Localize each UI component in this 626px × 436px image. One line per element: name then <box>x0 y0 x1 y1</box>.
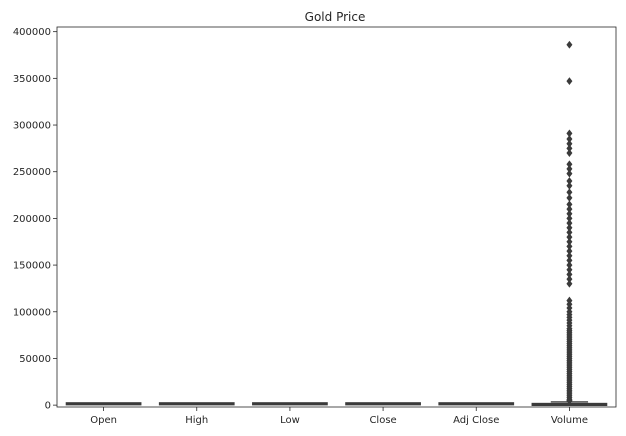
outlier-point <box>566 149 573 157</box>
box-low <box>252 402 328 406</box>
outlier-point <box>566 129 573 138</box>
outlier-point <box>566 135 573 143</box>
box-adj-close <box>438 402 515 406</box>
x-tick-label: Close <box>369 415 396 426</box>
outlier-point <box>566 265 573 274</box>
outlier-point <box>566 209 573 218</box>
outlier-point <box>566 247 573 255</box>
outlier-point <box>566 77 573 86</box>
box-close <box>345 402 421 406</box>
y-axis: 0 50000 100000 150000 200000 250000 300000 3500… <box>13 27 57 412</box>
outlier-point <box>566 223 573 232</box>
outlier-point <box>566 256 573 265</box>
outlier-point <box>566 397 573 405</box>
x-tick-label: Volume <box>551 415 588 426</box>
outlier-point <box>566 160 573 169</box>
y-tick-label: 200000 <box>13 214 51 225</box>
outlier-point <box>566 165 573 173</box>
boxes-layer <box>65 40 608 407</box>
outlier-point <box>566 193 573 202</box>
outlier-point <box>566 188 573 197</box>
outlier-point <box>566 279 573 288</box>
y-tick-label: 100000 <box>13 307 51 318</box>
outlier-point <box>566 261 573 269</box>
x-tick-label: Adj Close <box>453 415 499 426</box>
outlier-point <box>566 40 573 49</box>
y-tick-label: 350000 <box>13 74 51 85</box>
outlier-point <box>566 275 573 283</box>
box-volume <box>531 40 608 407</box>
box-open <box>65 402 142 406</box>
y-tick-label: 300000 <box>13 121 51 132</box>
outlier-point <box>566 144 573 153</box>
outlier-point <box>566 214 573 223</box>
outlier-point <box>566 205 573 213</box>
outlier-point <box>566 219 573 227</box>
outlier-point <box>566 251 573 260</box>
y-tick-label: 250000 <box>13 167 51 178</box>
chart-title: Gold Price <box>305 10 366 24</box>
outlier-point <box>566 270 573 279</box>
outlier-point <box>566 237 573 246</box>
outlier-point <box>566 139 573 148</box>
x-tick-label: Low <box>280 415 300 426</box>
outlier-point <box>566 169 573 178</box>
outlier-point <box>566 200 573 209</box>
y-tick-label: 0 <box>45 401 51 412</box>
y-tick-label: 150000 <box>13 261 51 272</box>
x-axis: Open High Low Close Adj Close Volume <box>90 407 588 426</box>
box-high <box>158 402 235 406</box>
outlier-point <box>566 177 573 185</box>
x-tick-label: Open <box>90 415 117 426</box>
x-tick-label: High <box>185 415 208 426</box>
y-tick-label: 400000 <box>13 27 51 38</box>
outlier-point <box>566 181 573 190</box>
outlier-point <box>566 242 573 251</box>
outlier-point <box>566 233 573 241</box>
outlier-point <box>566 228 573 237</box>
y-tick-label: 50000 <box>19 354 51 365</box>
plot-area-frame <box>56 26 617 408</box>
